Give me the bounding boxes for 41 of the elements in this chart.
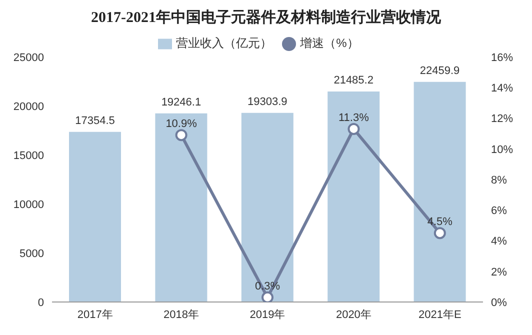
data-label: 19246.1 — [161, 96, 202, 108]
y2-tick-label: 12% — [491, 113, 514, 126]
y2-tick-label: 0% — [491, 296, 508, 309]
data-label: 19303.9 — [248, 96, 288, 108]
y2-tick-label: 8% — [491, 174, 508, 186]
x-tick-label: 2020年 — [336, 308, 372, 321]
bar — [414, 82, 466, 302]
chart-title: 2017-2021年中国电子元器件及材料制造行业营收情况 — [90, 8, 442, 28]
point — [348, 122, 360, 135]
point — [175, 129, 188, 142]
y-tick-label: 25000 — [13, 52, 44, 64]
y-tick-label: 10000 — [13, 198, 44, 211]
data-label: 11.3% — [338, 112, 370, 124]
bar — [155, 113, 208, 302]
y-tick-label: 20000 — [13, 100, 44, 113]
y2-tick-label: 2% — [491, 266, 508, 278]
x-tick-label: 2018年 — [164, 308, 200, 321]
legend-label: 营业收入（亿元） — [176, 36, 272, 50]
x-tick-label: 2019年 — [250, 308, 286, 321]
y2-tick-label: 16% — [491, 52, 514, 64]
bar — [69, 132, 121, 302]
y2-tick-label: 4% — [491, 236, 508, 248]
bar — [328, 91, 380, 302]
data-label: 10.9% — [166, 118, 198, 130]
y2-tick-label: 6% — [491, 205, 508, 218]
data-label: 21485.2 — [334, 74, 374, 86]
data-label: 17354.5 — [75, 114, 115, 127]
y-tick-label: 5000 — [20, 248, 44, 260]
y2-tick-label: 10% — [491, 144, 514, 156]
y-tick-label: 15000 — [13, 150, 44, 162]
legend-label: 增速（%） — [300, 36, 359, 50]
point — [262, 291, 274, 302]
point — [434, 227, 446, 240]
data-label: 4.5% — [427, 216, 453, 228]
x-tick-label: 2021年E — [418, 308, 462, 321]
y2-tick-label: 14% — [491, 82, 514, 95]
y-tick-label: 0 — [38, 296, 44, 309]
data-label: 22459.9 — [420, 64, 460, 77]
x-tick-label: 2017年 — [77, 308, 113, 321]
data-label: 0.3% — [254, 280, 280, 292]
bar — [241, 112, 294, 302]
